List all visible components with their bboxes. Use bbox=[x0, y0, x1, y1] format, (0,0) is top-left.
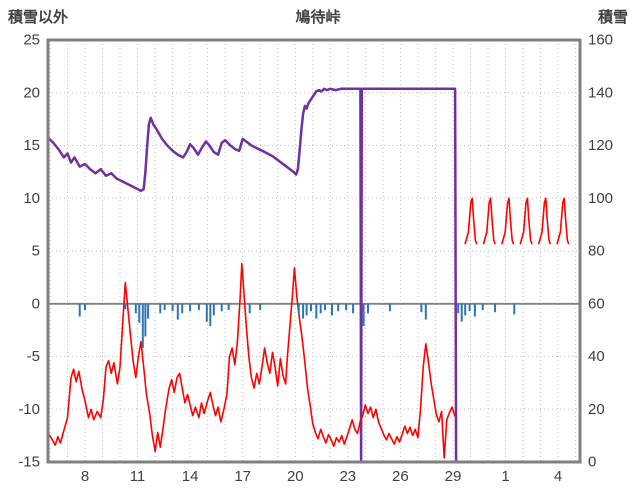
svg-text:15: 15 bbox=[23, 137, 40, 154]
right-axis-title: 積雪 bbox=[597, 9, 628, 26]
svg-text:14: 14 bbox=[182, 468, 199, 485]
svg-text:5: 5 bbox=[32, 243, 40, 260]
svg-text:-10: -10 bbox=[18, 401, 40, 418]
svg-text:-5: -5 bbox=[27, 348, 40, 365]
svg-text:1: 1 bbox=[501, 468, 509, 485]
svg-text:4: 4 bbox=[554, 468, 562, 485]
svg-text:120: 120 bbox=[588, 137, 613, 154]
svg-text:23: 23 bbox=[339, 468, 356, 485]
svg-text:26: 26 bbox=[392, 468, 409, 485]
svg-text:-15: -15 bbox=[18, 454, 40, 471]
svg-text:11: 11 bbox=[130, 468, 146, 485]
svg-text:160: 160 bbox=[588, 32, 613, 49]
svg-text:60: 60 bbox=[588, 295, 605, 312]
chart-title: 鳩待峠 bbox=[295, 9, 341, 26]
svg-text:80: 80 bbox=[588, 243, 605, 260]
svg-text:100: 100 bbox=[588, 190, 613, 207]
svg-text:140: 140 bbox=[588, 84, 613, 101]
svg-text:20: 20 bbox=[23, 84, 40, 101]
svg-text:17: 17 bbox=[234, 468, 251, 485]
svg-text:0: 0 bbox=[32, 295, 40, 312]
svg-text:25: 25 bbox=[23, 32, 40, 49]
svg-text:10: 10 bbox=[23, 190, 40, 207]
left-axis-title: 積雪以外 bbox=[8, 9, 69, 26]
svg-text:0: 0 bbox=[588, 454, 596, 471]
svg-text:20: 20 bbox=[588, 401, 605, 418]
svg-text:40: 40 bbox=[588, 348, 605, 365]
svg-text:20: 20 bbox=[287, 468, 304, 485]
svg-text:29: 29 bbox=[445, 468, 462, 485]
svg-text:8: 8 bbox=[81, 468, 89, 485]
